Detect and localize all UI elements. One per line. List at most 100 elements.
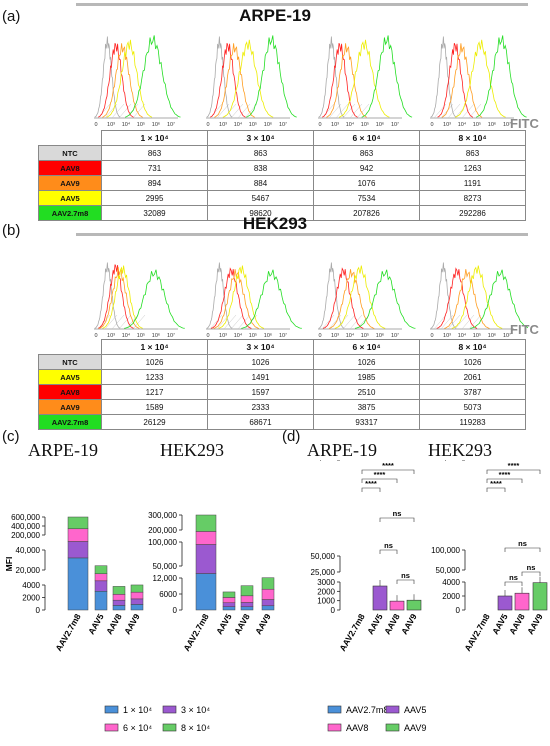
y-tick-label: 4000 bbox=[442, 578, 460, 587]
table-column-header: 1 × 10⁴ bbox=[101, 339, 208, 355]
hist-hatch bbox=[349, 103, 363, 119]
table-row: NTC 1026 1026 1026 1026 bbox=[38, 354, 526, 370]
hist-tick-label: 10³ bbox=[331, 333, 339, 339]
hist-curve bbox=[206, 262, 233, 329]
table-column-header: 3 × 10⁴ bbox=[207, 339, 314, 355]
x-tick-label: AAV9 bbox=[525, 612, 545, 636]
hist-curve bbox=[102, 43, 143, 118]
x-tick-label: AAV5 bbox=[214, 612, 234, 636]
y-tick-label: 100,000 bbox=[431, 546, 460, 555]
hist-tick-label: 10⁶ bbox=[376, 121, 384, 128]
legend-c-label: 3 × 10⁴ bbox=[181, 705, 210, 715]
hist-curve bbox=[326, 43, 367, 118]
y-tick-label: 50,000 bbox=[153, 562, 178, 571]
hist-hatch bbox=[468, 314, 482, 330]
stacked-bar-segment bbox=[67, 516, 89, 530]
stacked-bar-segment bbox=[222, 606, 236, 611]
significance-label: ns bbox=[509, 573, 518, 582]
hist-tick-label: 10⁵ bbox=[473, 332, 481, 339]
table-column-header: 8 × 10⁴ bbox=[419, 130, 526, 146]
hist-curve bbox=[218, 265, 265, 329]
hist-tick-label: 10⁵ bbox=[361, 332, 369, 339]
hist-curve bbox=[94, 36, 121, 118]
hist-tick-label: 10⁶ bbox=[152, 121, 160, 128]
x-tick-label: AAV2.7m8 bbox=[53, 612, 83, 653]
hist-hatch bbox=[342, 103, 356, 119]
significance-bracket bbox=[504, 547, 541, 552]
table-cell: 1026 bbox=[419, 354, 526, 370]
legend-c-swatch bbox=[104, 723, 119, 732]
hist-tick-label: 10⁶ bbox=[264, 121, 272, 128]
hist-curve bbox=[98, 42, 134, 118]
hist-curve bbox=[322, 42, 358, 118]
significance-label: **** bbox=[508, 461, 520, 470]
x-tick-label: AAV5 bbox=[365, 612, 385, 636]
legend-c-swatch bbox=[162, 723, 177, 732]
y-tick-label: 50,000 bbox=[436, 566, 461, 575]
table-corner bbox=[39, 340, 102, 355]
significance-label: **** bbox=[374, 470, 386, 479]
table-cell: 884 bbox=[207, 175, 314, 191]
y-tick-label: 0 bbox=[456, 606, 461, 615]
hist-curve bbox=[338, 39, 390, 118]
hist-curve bbox=[430, 36, 457, 118]
row-label: AAV5 bbox=[38, 190, 102, 206]
fitc-axis-label-b: FITC bbox=[510, 322, 539, 337]
hist-tick-label: 10⁷ bbox=[391, 332, 399, 339]
hist-hatch bbox=[433, 314, 447, 330]
hist-curve bbox=[430, 262, 457, 329]
y-tick-label: 25,000 bbox=[311, 568, 336, 577]
hist-tick-label: 0 bbox=[206, 333, 209, 339]
significance-label: ns bbox=[384, 541, 393, 550]
significance-label: **** bbox=[365, 479, 377, 488]
table-cell: 68671 bbox=[207, 414, 314, 430]
table-column-header: 8 × 10⁴ bbox=[419, 339, 526, 355]
significance-bracket bbox=[486, 478, 523, 483]
stacked-bar-segment bbox=[240, 585, 254, 597]
table-cell: 942 bbox=[313, 160, 420, 176]
significance-bracket bbox=[521, 571, 541, 576]
significance-bracket bbox=[361, 487, 381, 492]
hist-tick-label: 0 bbox=[94, 333, 97, 339]
table-cell: 119283 bbox=[419, 414, 526, 430]
hist-curve bbox=[246, 35, 297, 118]
hist-tick-label: 10⁶ bbox=[152, 332, 160, 339]
y-tick-label: 140,000 bbox=[431, 460, 460, 462]
table-header-row: 1 × 10⁴ 3 × 10⁴ 6 × 10⁴ 8 × 10⁴ bbox=[39, 339, 526, 355]
x-tick-label: AAV8 bbox=[382, 612, 402, 636]
hist-hatch bbox=[132, 103, 146, 119]
hist-tick-label: 10⁵ bbox=[137, 332, 145, 339]
stacked-bar-segment bbox=[130, 598, 144, 605]
hist-tick-label: 10⁴ bbox=[458, 332, 467, 339]
y-tick-label: 600,000 bbox=[11, 513, 40, 522]
hist-curve bbox=[318, 262, 345, 329]
table-cell: 1985 bbox=[313, 369, 420, 385]
y-tick-label: 3000 bbox=[317, 578, 335, 587]
hist-tick-label: 10⁷ bbox=[279, 332, 287, 339]
stacked-bar-segment bbox=[112, 594, 126, 601]
table-row: AAV2.7m8 26129 68671 93317 119283 bbox=[38, 414, 526, 430]
hist-tick-label: 0 bbox=[318, 122, 321, 128]
table-row: AAV9 894 884 1076 1191 bbox=[38, 175, 526, 191]
hist-tick-label: 0 bbox=[206, 122, 209, 128]
flow-histograms-hek293: 0 10³ 10⁴ 10⁵ 10⁶ 10⁷ 0 10³ 10⁴ 10⁵ 10⁶ 10⁷ 0 10³ 10⁴ 1… bbox=[94, 262, 528, 339]
y-tick-label: 1000 bbox=[317, 597, 335, 606]
hist-tick-label: 10⁵ bbox=[249, 121, 257, 128]
row-label: AAV8 bbox=[38, 384, 102, 400]
stacked-bar-segment bbox=[261, 599, 275, 607]
table-cell: 32089 bbox=[101, 205, 208, 221]
stacked-bar-segment bbox=[195, 573, 217, 611]
significance-label: ns bbox=[393, 509, 402, 518]
hist-tick-label: 10⁷ bbox=[167, 121, 175, 128]
chart-d1-title: ARPE-19 bbox=[307, 440, 378, 460]
legend-d-swatch bbox=[385, 723, 400, 732]
table-cell: 93317 bbox=[313, 414, 420, 430]
table-cell: 1076 bbox=[313, 175, 420, 191]
legend-c-label: 1 × 10⁴ bbox=[123, 705, 152, 715]
chart-c1-title: ARPE-19 bbox=[28, 440, 99, 460]
hist-curve bbox=[206, 36, 233, 118]
significance-label: **** bbox=[382, 461, 394, 470]
panel-label-b: (b) bbox=[2, 222, 21, 239]
hist-curve bbox=[124, 35, 181, 118]
table-cell: 3875 bbox=[313, 399, 420, 415]
